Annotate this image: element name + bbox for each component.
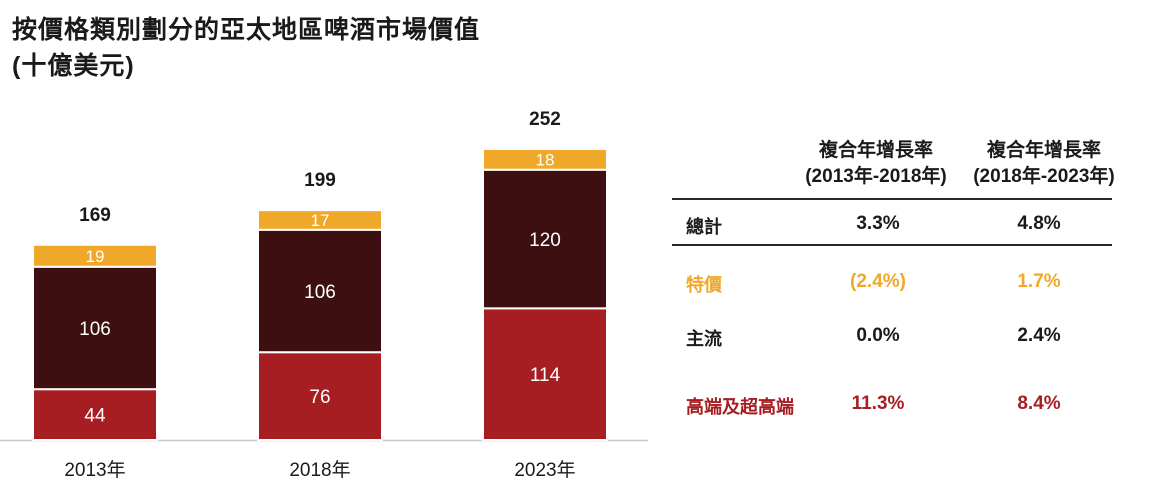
table-rule-mid [672, 244, 1112, 246]
row-mainstream-v2: 2.4% [1017, 325, 1061, 346]
bar-segment-mainstream-2 [257, 228, 383, 354]
row-value-v1: (2.4%) [850, 271, 906, 292]
row-total-v1: 3.3% [856, 213, 900, 234]
data-label-mainstream-2: 106 [304, 282, 336, 303]
data-label-premium-3: 114 [530, 365, 561, 386]
table-rule-top [672, 198, 1112, 200]
bar-segment-value-2 [257, 209, 383, 231]
data-label-value-2: 17 [311, 211, 330, 230]
stacked-bar-chart: 44 106 19 169 2013年 76 106 17 199 2018年 114 120 18 25… [0, 109, 648, 481]
total-label-1: 169 [79, 205, 111, 226]
row-total-v2: 4.8% [1017, 213, 1061, 234]
total-label-3: 252 [529, 109, 561, 130]
row-label-premium: 高端及超高端 [686, 397, 794, 417]
table-header-2-line1: 複合年增長率 [986, 140, 1101, 161]
table-header-1-line2: (2013年-2018年) [805, 166, 947, 187]
bar-segment-premium-2 [257, 351, 383, 441]
total-label-2: 199 [304, 170, 336, 191]
bar-segment-value-1 [32, 243, 158, 268]
row-label-total: 總計 [686, 217, 722, 237]
bar-segment-premium-3 [482, 307, 608, 441]
bar-segment-mainstream-1 [32, 265, 158, 391]
row-mainstream-v1: 0.0% [856, 325, 900, 346]
bar-segment-mainstream-3 [482, 168, 608, 310]
row-value-v2: 1.7% [1017, 271, 1061, 292]
row-label-mainstream: 主流 [686, 329, 722, 349]
table-header-1-line1: 複合年增長率 [818, 140, 933, 161]
x-tick-label-1: 2013年 [64, 459, 125, 481]
data-label-mainstream-1: 106 [79, 319, 111, 340]
bar-segment-premium-1 [32, 388, 158, 441]
table-header-1: 複合年增長率 (2013年-2018年) [776, 138, 976, 190]
table-header-2: 複合年增長率 (2018年-2023年) [960, 138, 1128, 190]
data-label-premium-2: 76 [309, 387, 330, 408]
x-tick-label-3: 2023年 [514, 459, 575, 481]
row-label-value: 特價 [686, 275, 722, 295]
chart-subtitle: (十億美元) [12, 52, 135, 80]
row-premium-v2: 8.4% [1017, 393, 1061, 414]
row-premium-v1: 11.3% [851, 393, 905, 414]
data-label-premium-1: 44 [84, 405, 106, 426]
bar-segment-value-3 [482, 147, 608, 171]
x-tick-label-2: 2018年 [289, 459, 350, 481]
chart-title: 按價格類別劃分的亞太地區啤酒市場價值 [12, 16, 481, 44]
data-label-value-1: 19 [86, 247, 105, 266]
table-header-2-line2: (2018年-2023年) [973, 166, 1115, 187]
data-label-mainstream-3: 120 [529, 230, 561, 251]
data-label-value-3: 18 [536, 150, 555, 169]
